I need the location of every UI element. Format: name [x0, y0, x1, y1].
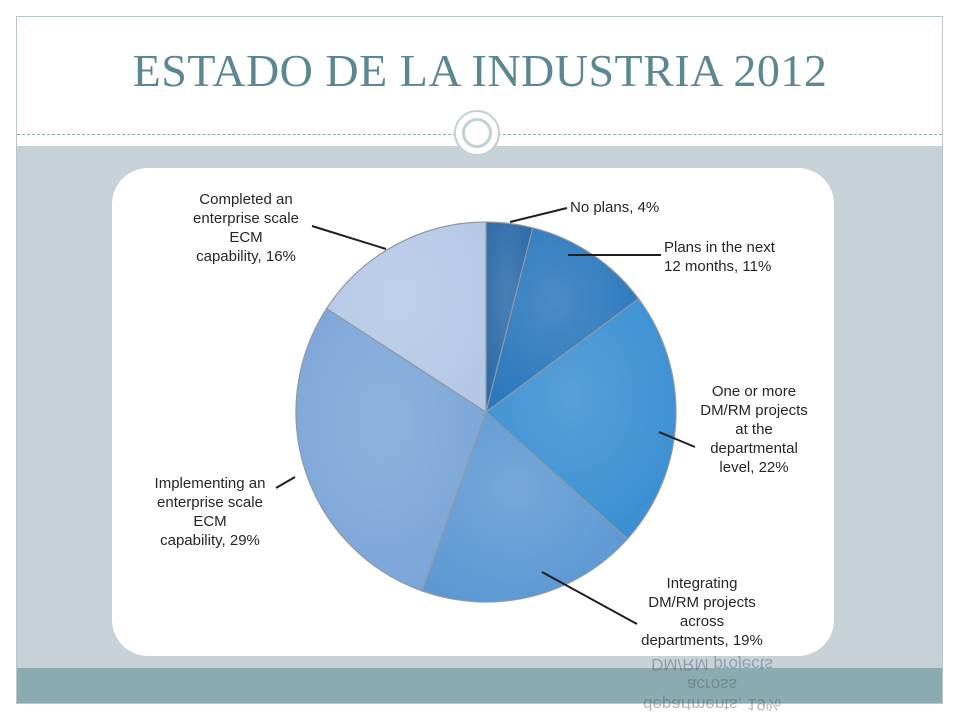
- pie-slice: [485, 298, 677, 540]
- slice-label: Completed an enterprise scale ECM capabilit…: [193, 191, 299, 265]
- pie-slice: [325, 221, 487, 414]
- chart-card: No plans, 4% Plans in the next 12 months, …: [112, 168, 834, 656]
- slice-label-line: Plans in the next: [664, 239, 776, 256]
- leader-line: [275, 476, 296, 489]
- chart-reflection: departments, 19% across DM/RM projects: [112, 656, 834, 720]
- slice-label-line: Implementing an: [155, 475, 266, 492]
- slice-label: Implementing an enterprise scale ECM capabi…: [155, 475, 266, 549]
- slice-label-line: departments, 19%: [641, 632, 763, 649]
- slice-label-line: level, 22%: [719, 459, 788, 476]
- ring-ornament-icon: [454, 110, 500, 156]
- leader-line: [311, 225, 387, 250]
- reflection-line: DM/RM projects: [651, 656, 773, 674]
- leader-line: [658, 431, 696, 448]
- slice-label-line: across: [680, 613, 724, 630]
- reflection-line: departments, 19%: [643, 695, 781, 714]
- slice-label-line: One or more: [712, 383, 796, 400]
- slice-label: No plans, 4%: [570, 199, 659, 216]
- slice-label-line: Completed an: [199, 191, 292, 208]
- slice-label: One or more DM/RM projects at the departmen…: [700, 383, 808, 476]
- slice-label-line: enterprise scale: [157, 494, 263, 511]
- slice-label-line: DM/RM projects: [700, 402, 808, 419]
- slide-title: ESTADO DE LA INDUSTRIA 2012: [132, 45, 828, 96]
- slice-label-line: capability, 29%: [160, 532, 260, 549]
- slice-label: Plans in the next 12 months, 11%: [664, 239, 776, 275]
- slice-label: Integrating DM/RM projects across departmen…: [641, 575, 763, 649]
- slice-label-line: ECM: [193, 513, 226, 530]
- slice-label-line: DM/RM projects: [648, 594, 756, 611]
- leader-line: [541, 571, 638, 625]
- leader-line: [509, 207, 568, 223]
- slice-label-line: ECM: [229, 229, 262, 246]
- footer-band: [17, 668, 942, 703]
- pie-chart: No plans, 4% Plans in the next 12 months, …: [155, 191, 808, 649]
- slice-label-line: Integrating: [667, 575, 738, 592]
- slice-label-line: enterprise scale: [193, 210, 299, 227]
- slice-label-line: 12 months, 11%: [664, 258, 771, 275]
- slice-label-line: at the: [735, 421, 773, 438]
- slice-label-line: No plans, 4%: [570, 199, 659, 216]
- slide-frame: [16, 16, 943, 704]
- pie-slice: [421, 410, 629, 603]
- pie-slice: [295, 307, 487, 592]
- slice-label-line: departmental: [710, 440, 798, 457]
- reflection-line: across: [686, 675, 738, 694]
- slice-label-line: capability, 16%: [196, 248, 296, 265]
